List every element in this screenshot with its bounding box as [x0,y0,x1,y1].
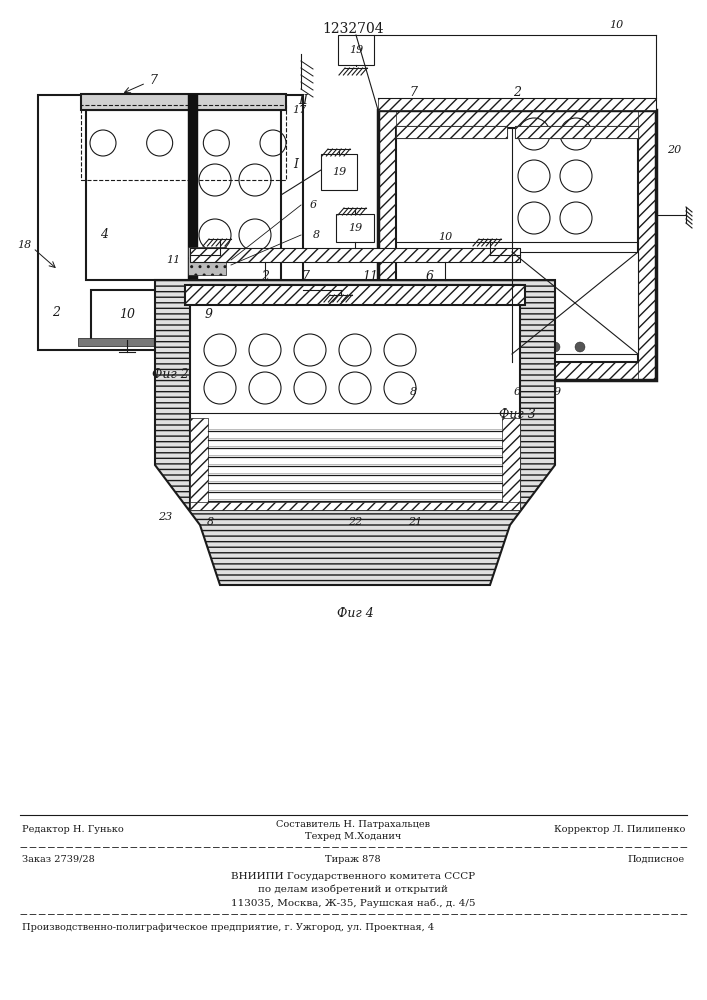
Text: 10: 10 [609,20,623,30]
Text: 21: 21 [408,517,422,527]
Text: 9: 9 [205,308,213,322]
Bar [190,285,520,510]
Bar [190,418,208,505]
Text: Корректор Л. Пилипенко: Корректор Л. Пилипенко [554,825,685,834]
Text: 8: 8 [206,517,214,527]
Bar [378,98,656,110]
Bar [81,105,286,180]
Text: II: II [298,94,308,106]
Bar [190,248,520,262]
Bar [502,418,520,505]
Bar [190,502,520,510]
Text: 10: 10 [119,308,135,322]
Bar [78,338,289,346]
Text: 20: 20 [667,145,681,155]
Text: 4: 4 [100,229,108,241]
Text: Редактор Н. Гунько: Редактор Н. Гунько [22,825,124,834]
Text: 6: 6 [310,200,317,210]
Bar [38,95,303,350]
Text: Фиг 2: Фиг 2 [151,368,188,381]
Bar [91,290,163,340]
Text: Заказ 2739/28: Заказ 2739/28 [22,855,95,864]
Text: 113035, Москва, Ж-35, Раушская наб., д. 4/5: 113035, Москва, Ж-35, Раушская наб., д. … [230,898,475,908]
Bar [336,214,374,242]
Text: 6: 6 [513,387,520,397]
Text: 23: 23 [158,512,172,522]
Text: Производственно-полиграфическое предприятие, г. Ужгород, ул. Проектная, 4: Производственно-полиграфическое предприя… [22,923,434,932]
Bar [378,110,656,380]
Bar [190,248,520,262]
Text: 18: 18 [17,240,31,250]
Text: 11: 11 [362,270,378,284]
Text: 11: 11 [166,255,180,265]
Bar [638,110,656,380]
Text: 22: 22 [348,517,362,527]
Text: 19: 19 [332,167,346,177]
Text: Фиг 3: Фиг 3 [498,408,535,421]
Circle shape [506,342,516,352]
Circle shape [525,342,535,352]
Text: Фиг 4: Фиг 4 [337,607,373,620]
Text: Подписное: Подписное [628,855,685,864]
Text: 17: 17 [292,105,306,115]
Circle shape [575,342,585,352]
Text: 7: 7 [409,86,417,99]
Bar [185,285,525,305]
Polygon shape [155,280,555,585]
Text: I: I [293,158,298,172]
Bar [512,252,638,354]
Text: 19: 19 [348,223,362,233]
Text: Техред М.Ходанич: Техред М.Ходанич [305,832,401,841]
Circle shape [476,342,486,352]
Bar [396,126,507,138]
Circle shape [550,342,560,352]
Text: Тираж 878: Тираж 878 [325,855,381,864]
Bar [185,285,525,305]
Text: 2: 2 [513,86,521,99]
Bar [378,110,656,128]
Text: 7: 7 [301,270,309,284]
Text: 2: 2 [52,306,60,318]
Bar [321,154,357,190]
Circle shape [446,342,456,352]
Text: ВНИИПИ Государственного комитета СССР: ВНИИПИ Государственного комитета СССР [231,872,475,881]
Text: 8: 8 [312,230,320,240]
Bar [515,126,638,138]
Bar [378,110,396,380]
Text: 10: 10 [438,232,452,242]
Text: по делам изобретений и открытий: по делам изобретений и открытий [258,885,448,894]
Bar [81,94,286,110]
Text: 1232704: 1232704 [322,22,384,36]
Text: 9: 9 [554,387,561,397]
Text: 8: 8 [409,387,416,397]
Bar [338,35,374,65]
Bar [173,290,245,340]
Bar [378,362,656,380]
Text: 6: 6 [426,270,434,284]
Text: 7: 7 [149,74,157,87]
Bar [396,128,638,362]
Text: 2: 2 [261,270,269,284]
Bar [396,126,507,138]
Bar [188,94,198,280]
Bar [188,247,226,275]
Bar [86,110,281,280]
Text: 19: 19 [349,45,363,55]
Text: Составитель Н. Патрахальцев: Составитель Н. Патрахальцев [276,820,430,829]
Bar [515,126,638,138]
